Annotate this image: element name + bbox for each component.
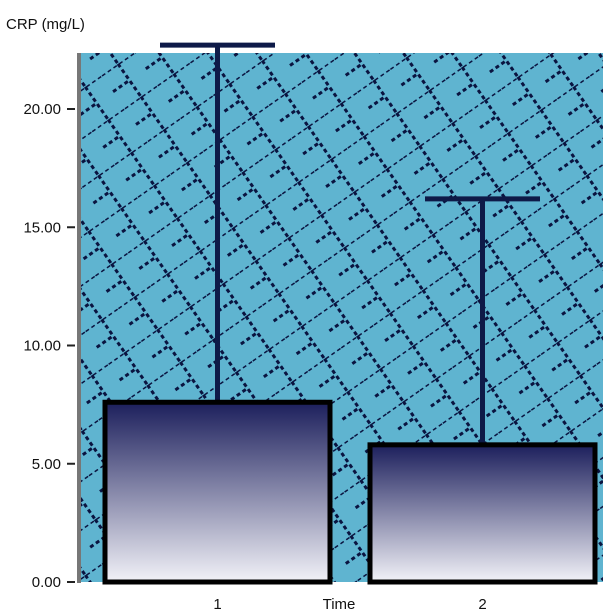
y-axis-title: CRP (mg/L) (6, 16, 85, 33)
y-tick-label: 0.00 (32, 574, 61, 591)
y-tick-label: 5.00 (32, 456, 61, 473)
x-tick-label: 2 (478, 596, 486, 613)
x-tick-label: 1 (213, 596, 221, 613)
error-bars (160, 42, 540, 445)
y-tick-label: 15.00 (23, 219, 61, 236)
bar (102, 399, 333, 585)
bars (102, 399, 598, 585)
y-axis: 0.00 5.00 10.00 15.00 20.00 (23, 101, 75, 591)
x-axis-title: Time (323, 596, 356, 613)
bar (367, 442, 598, 585)
y-tick-label: 10.00 (23, 338, 61, 355)
y-tick-label: 20.00 (23, 101, 61, 118)
